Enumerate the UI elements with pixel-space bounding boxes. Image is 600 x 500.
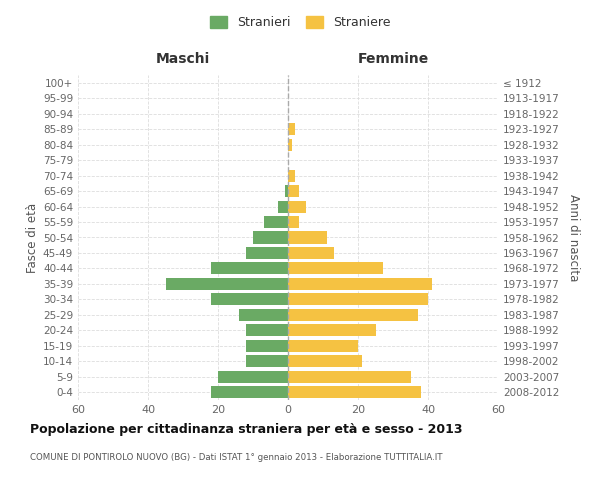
Bar	[288, 123, 295, 135]
Bar	[246, 247, 288, 259]
Bar	[288, 247, 334, 259]
Bar	[288, 356, 361, 368]
Bar	[288, 340, 358, 352]
Bar	[288, 386, 421, 398]
Bar	[288, 262, 383, 274]
Legend: Stranieri, Straniere: Stranieri, Straniere	[205, 11, 395, 34]
Text: Popolazione per cittadinanza straniera per età e sesso - 2013: Popolazione per cittadinanza straniera p…	[30, 422, 463, 436]
Bar	[288, 278, 431, 290]
Bar	[288, 294, 428, 306]
Bar	[246, 340, 288, 352]
Bar	[211, 262, 288, 274]
Bar	[288, 216, 299, 228]
Bar	[166, 278, 288, 290]
Bar	[288, 170, 295, 181]
Y-axis label: Fasce di età: Fasce di età	[26, 202, 39, 272]
Bar	[253, 232, 288, 243]
Bar	[288, 232, 326, 243]
Bar	[288, 138, 292, 150]
Y-axis label: Anni di nascita: Anni di nascita	[566, 194, 580, 281]
Bar	[277, 200, 288, 212]
Bar	[211, 386, 288, 398]
Bar	[246, 324, 288, 336]
Bar	[284, 185, 288, 197]
Bar	[263, 216, 288, 228]
Bar	[211, 294, 288, 306]
Bar	[218, 371, 288, 383]
Bar	[246, 356, 288, 368]
Text: Femmine: Femmine	[358, 52, 428, 66]
Bar	[288, 309, 418, 321]
Text: Maschi: Maschi	[156, 52, 210, 66]
Bar	[288, 200, 305, 212]
Bar	[239, 309, 288, 321]
Bar	[288, 185, 299, 197]
Text: COMUNE DI PONTIROLO NUOVO (BG) - Dati ISTAT 1° gennaio 2013 - Elaborazione TUTTI: COMUNE DI PONTIROLO NUOVO (BG) - Dati IS…	[30, 452, 443, 462]
Bar	[288, 324, 376, 336]
Bar	[288, 371, 410, 383]
